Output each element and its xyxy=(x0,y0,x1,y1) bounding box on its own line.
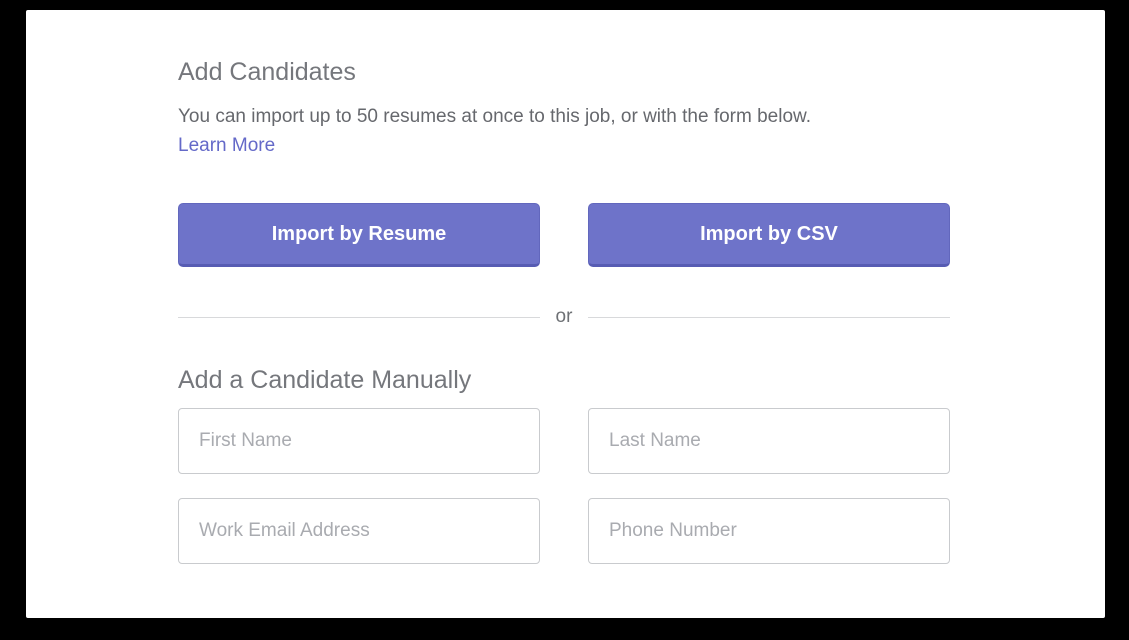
divider-line-left xyxy=(178,316,540,318)
last-name-input[interactable] xyxy=(588,408,950,474)
divider-line-right xyxy=(588,316,950,318)
work-email-input[interactable] xyxy=(178,498,540,564)
page-title: Add Candidates xyxy=(178,58,356,86)
manual-form-fields xyxy=(178,408,950,564)
divider-label: or xyxy=(555,306,573,327)
learn-more-link[interactable]: Learn More xyxy=(178,135,276,156)
manual-form-title: Add a Candidate Manually xyxy=(178,366,472,394)
import-buttons-row: Import by Resume Import by CSV xyxy=(178,203,950,267)
phone-number-input[interactable] xyxy=(588,498,950,564)
or-divider: or xyxy=(178,307,950,327)
import-description: You can import up to 50 resumes at once … xyxy=(178,106,811,127)
add-candidates-panel: Add Candidates You can import up to 50 r… xyxy=(26,10,1105,618)
import-by-resume-button[interactable]: Import by Resume xyxy=(178,203,540,267)
import-by-csv-button[interactable]: Import by CSV xyxy=(588,203,950,267)
panel-content: Add Candidates You can import up to 50 r… xyxy=(178,10,950,564)
first-name-input[interactable] xyxy=(178,408,540,474)
